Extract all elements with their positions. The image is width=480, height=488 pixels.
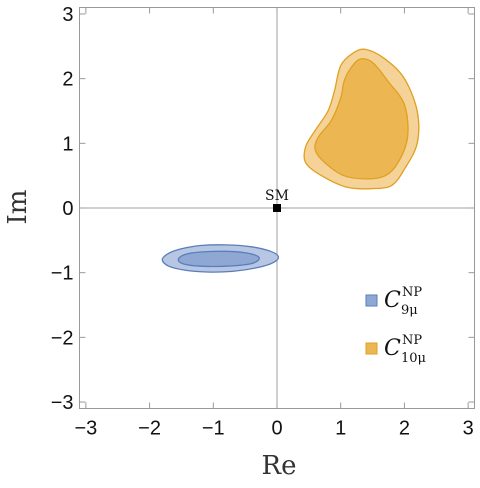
x-tick-label: 0 — [271, 418, 282, 440]
legend-sup-1: NP — [402, 285, 422, 300]
legend-label-1: C — [384, 288, 401, 313]
x-tick-label: 2 — [399, 418, 410, 440]
x-tick-label: −2 — [138, 418, 161, 440]
x-axis-label: Re — [262, 451, 297, 481]
y-tick-label: −2 — [51, 327, 74, 349]
x-tick-label: −1 — [202, 418, 225, 440]
y-tick-label: 2 — [62, 69, 73, 91]
y-tick-label: 1 — [62, 133, 73, 155]
y-tick-label: −1 — [51, 263, 74, 285]
series-1-inner-region — [177, 250, 260, 268]
legend-sub-1: 9μ — [401, 303, 418, 318]
confidence-regions — [161, 48, 420, 273]
legend-sup-2: NP — [402, 333, 422, 348]
sm-annotation: SM — [265, 188, 289, 204]
x-tick-label: −3 — [74, 418, 97, 440]
y-tick-label: 3 — [62, 4, 73, 26]
legend-swatch-2 — [365, 342, 378, 355]
series-2-inner-region — [314, 58, 409, 180]
x-tick-label: 3 — [463, 418, 474, 440]
sm-point-marker — [273, 204, 281, 212]
y-tick-label: 0 — [62, 198, 73, 220]
legend-sub-2: 10μ — [401, 351, 426, 366]
y-tick-label: −3 — [51, 392, 74, 414]
y-axis-label: Im — [3, 190, 33, 225]
x-tick-label: 1 — [335, 418, 346, 440]
legend-label-2: C — [384, 336, 401, 361]
x-axis-ticks: −3 −2 −1 0 1 2 3 — [74, 7, 474, 440]
y-axis-ticks: −3 −2 −1 0 1 2 3 — [51, 4, 475, 414]
legend-swatch-1 — [365, 294, 378, 307]
